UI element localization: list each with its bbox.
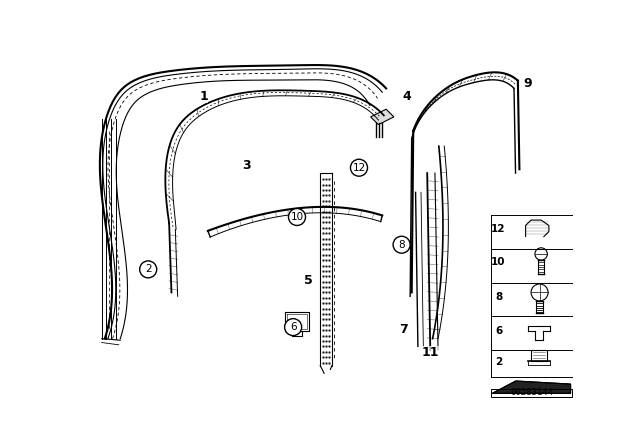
Text: 11: 11 xyxy=(422,346,439,359)
Text: 5: 5 xyxy=(304,275,313,288)
Circle shape xyxy=(285,319,301,336)
Text: 8: 8 xyxy=(398,240,405,250)
Circle shape xyxy=(351,159,367,176)
Text: 2: 2 xyxy=(495,357,502,367)
Text: 4: 4 xyxy=(403,90,412,103)
Text: 10: 10 xyxy=(291,212,303,222)
Circle shape xyxy=(393,236,410,253)
Text: 10: 10 xyxy=(492,257,506,267)
Text: 8: 8 xyxy=(495,292,502,302)
Text: 1: 1 xyxy=(200,90,209,103)
Text: 12: 12 xyxy=(353,163,365,173)
Circle shape xyxy=(289,208,305,225)
Text: 12: 12 xyxy=(492,224,506,234)
Text: 6: 6 xyxy=(495,326,502,336)
Polygon shape xyxy=(492,381,571,393)
Text: 3: 3 xyxy=(243,159,251,172)
Text: 00283144: 00283144 xyxy=(510,388,553,397)
Circle shape xyxy=(140,261,157,278)
Text: 6: 6 xyxy=(290,322,296,332)
Text: 7: 7 xyxy=(399,323,408,336)
Text: 2: 2 xyxy=(145,264,152,274)
Text: 9: 9 xyxy=(524,77,532,90)
Polygon shape xyxy=(371,109,394,125)
